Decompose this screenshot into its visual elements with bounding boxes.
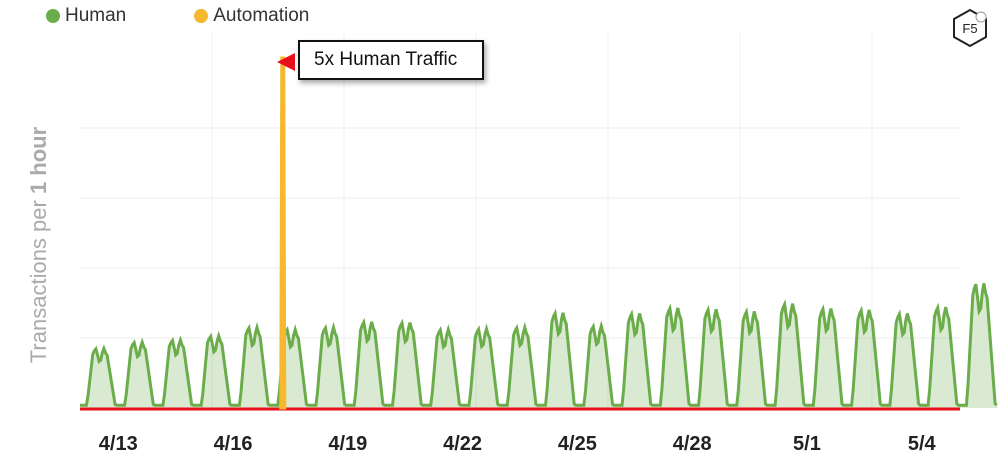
legend-item-automation[interactable]: Automation <box>194 5 309 27</box>
x-tick-label: 4/16 <box>214 433 253 455</box>
f5-logo-icon: F5 <box>953 8 987 48</box>
series-human-line <box>80 283 998 407</box>
x-tick-label: 5/4 <box>908 433 937 455</box>
x-tick-label: 5/1 <box>793 433 821 455</box>
y-axis-label: Transactions per 1 hour <box>26 127 52 363</box>
x-tick-label: 4/28 <box>673 433 712 455</box>
legend-dot-human <box>46 9 60 23</box>
y-axis-label-bold: 1 hour <box>26 126 51 195</box>
annotation-text: 5x Human Traffic <box>314 49 458 70</box>
logo-text: F5 <box>962 21 977 36</box>
x-axis-ticks: 4/13 4/16 4/19 4/22 4/25 4/28 5/1 5/4 <box>99 433 937 455</box>
series-group <box>80 56 999 411</box>
series-automation-spike <box>279 56 287 410</box>
legend-label-automation: Automation <box>213 5 310 26</box>
x-tick-label: 4/25 <box>558 433 597 455</box>
legend-item-human[interactable]: Human <box>46 5 126 27</box>
annotation-arrow-icon <box>277 53 295 71</box>
x-tick-label: 4/13 <box>99 433 138 455</box>
legend: Human Automation <box>46 5 309 27</box>
legend-label-human: Human <box>65 5 127 26</box>
x-tick-label: 4/22 <box>443 433 482 455</box>
grid-lines <box>80 33 960 408</box>
legend-dot-automation <box>194 9 209 23</box>
x-tick-label: 4/19 <box>328 433 367 455</box>
series-human-area <box>80 283 999 408</box>
y-axis-label-prefix: Transactions per <box>26 194 51 364</box>
annotation-box: 5x Human Traffic <box>298 40 484 80</box>
